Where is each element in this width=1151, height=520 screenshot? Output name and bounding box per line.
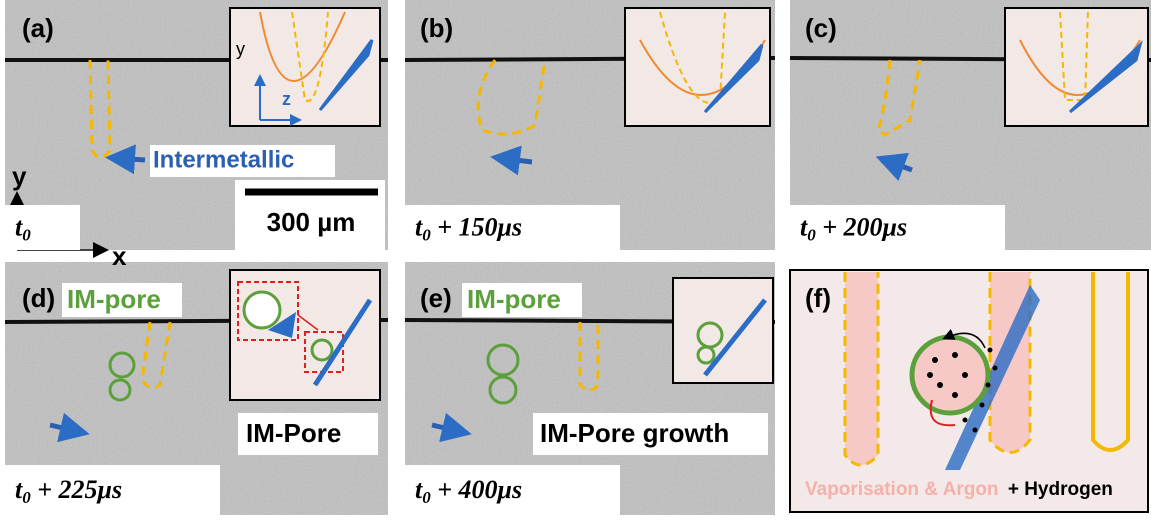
scale-label: 300 µm xyxy=(267,207,356,237)
inset-y-label: y xyxy=(236,39,245,59)
panel-label: (a) xyxy=(22,13,54,43)
time-rest: + 400μs xyxy=(431,475,522,504)
time-rest: + 225μs xyxy=(31,475,122,504)
im-pore-text: IM-Pore xyxy=(246,418,341,448)
time-rest: + 150μs xyxy=(431,212,522,241)
im-pore-label: IM-pore xyxy=(67,284,161,314)
intermetallic-label: Intermetallic xyxy=(153,146,294,173)
caption-black: + Hydrogen xyxy=(1008,479,1113,500)
caption-pink: Vaporisation & Argon xyxy=(805,479,999,500)
axis-x-label: x xyxy=(112,241,127,271)
time-label: t0 + 225μs xyxy=(15,475,122,507)
panel-label: (b) xyxy=(420,13,453,43)
caption-f: Vaporisation & Argon + Hydrogen xyxy=(805,479,1113,500)
im-pore-label: IM-pore xyxy=(467,284,561,314)
time-label: t0 + 400μs xyxy=(415,475,522,507)
panel-label: (e) xyxy=(420,283,452,313)
time-label: t0 + 150μs xyxy=(415,212,522,244)
panel-label: (c) xyxy=(805,13,837,43)
time-label: t0 + 200μs xyxy=(800,212,907,244)
time-sub: 0 xyxy=(22,225,31,244)
time-rest: + 200μs xyxy=(816,212,907,241)
im-pore-growth: IM-Pore growth xyxy=(540,418,729,448)
panel-label: (d) xyxy=(22,283,55,313)
schematic-f xyxy=(790,270,1148,512)
inset-z-label: z xyxy=(282,89,291,109)
axis-y-label: y xyxy=(12,161,27,191)
figure: y x y z Intermetallic 300 µm IM-pore IM-… xyxy=(0,0,1151,515)
panel-label: (f) xyxy=(805,283,831,313)
